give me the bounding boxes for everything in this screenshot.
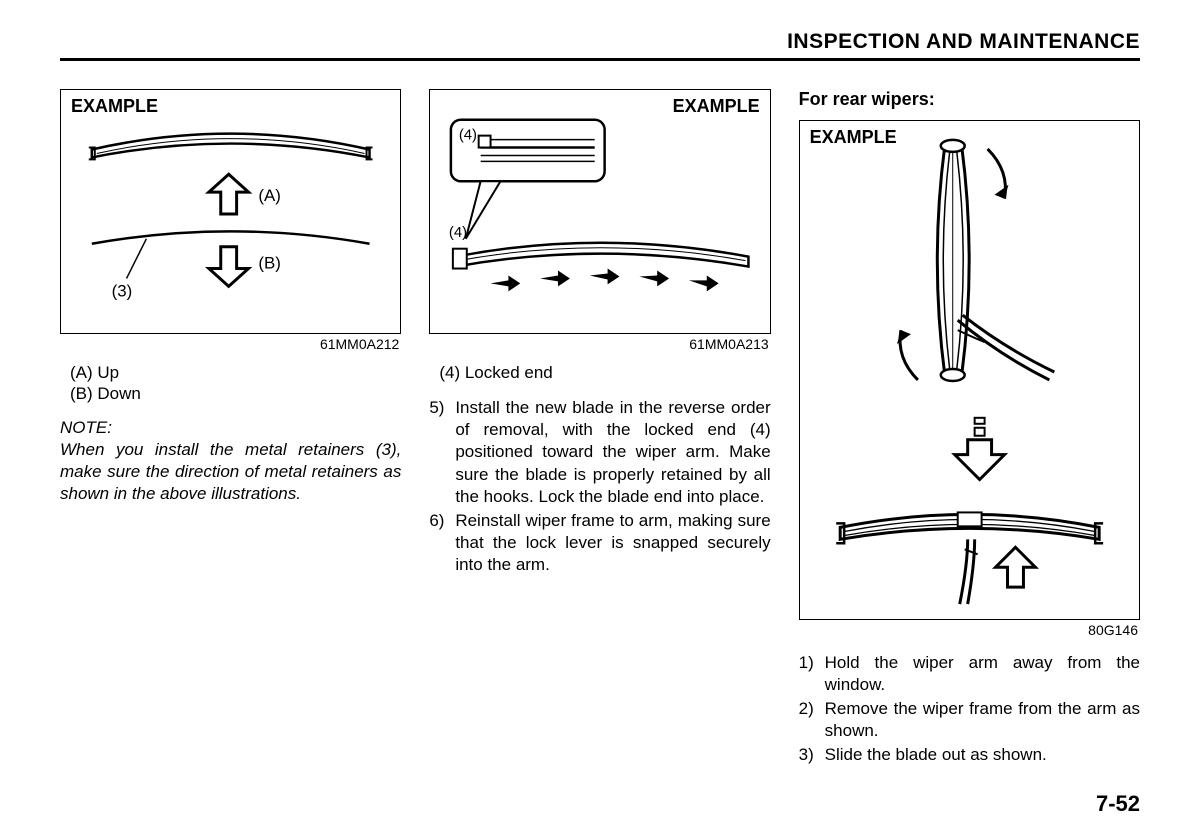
- step-text: Install the new blade in the reverse ord…: [455, 397, 770, 507]
- figure-box-3: EXAMPLE: [799, 120, 1140, 620]
- figure-2-svg: (4) (4): [430, 90, 769, 333]
- step-num: 3): [799, 744, 825, 766]
- step-num: 1): [799, 652, 825, 696]
- step-text: Remove the wiper frame from the arm as s…: [825, 698, 1140, 742]
- figure-code-1: 61MM0A212: [60, 336, 399, 352]
- label-a: (A): [258, 186, 280, 205]
- step-num: 6): [429, 510, 455, 576]
- example-label: EXAMPLE: [71, 96, 158, 117]
- legend-b: (B) Down: [70, 383, 401, 404]
- label-4b: (4): [449, 225, 467, 241]
- step-5: 5) Install the new blade in the reverse …: [429, 397, 770, 507]
- step-text: Hold the wiper arm away from the window.: [825, 652, 1140, 696]
- label-b: (B): [258, 254, 280, 273]
- legend-2: (4) Locked end: [439, 362, 770, 383]
- column-3: For rear wipers: EXAMPLE: [799, 89, 1140, 768]
- label-4a: (4): [459, 128, 477, 144]
- example-label: EXAMPLE: [810, 127, 897, 148]
- column-1: EXAMPLE (A) (3) (B) 61MM0A2: [60, 89, 401, 768]
- content-columns: EXAMPLE (A) (3) (B) 61MM0A2: [60, 89, 1140, 768]
- note-title: NOTE:: [60, 417, 401, 439]
- figure-box-2: EXAMPLE (4) (4): [429, 89, 770, 334]
- step-2: 2) Remove the wiper frame from the arm a…: [799, 698, 1140, 742]
- page-number: 7-52: [1096, 791, 1140, 817]
- page-header-title: INSPECTION AND MAINTENANCE: [60, 30, 1140, 54]
- figure-1-svg: (A) (3) (B): [61, 90, 400, 333]
- step-num: 2): [799, 698, 825, 742]
- note-body: When you install the metal retainers (3)…: [60, 439, 401, 505]
- column-2: EXAMPLE (4) (4): [429, 89, 770, 768]
- legend-1: (A) Up (B) Down: [70, 362, 401, 405]
- steps-col2: 5) Install the new blade in the reverse …: [429, 397, 770, 576]
- rear-wipers-heading: For rear wipers:: [799, 89, 1140, 110]
- figure-3-svg: [800, 121, 1139, 619]
- figure-code-3: 80G146: [799, 622, 1138, 638]
- header-rule: [60, 58, 1140, 61]
- step-text: Reinstall wiper frame to arm, making sur…: [455, 510, 770, 576]
- label-3: (3): [112, 281, 133, 300]
- step-1: 1) Hold the wiper arm away from the wind…: [799, 652, 1140, 696]
- legend-4: (4) Locked end: [439, 362, 770, 383]
- note-block: NOTE: When you install the metal retaine…: [60, 417, 401, 505]
- step-6: 6) Reinstall wiper frame to arm, making …: [429, 510, 770, 576]
- figure-box-1: EXAMPLE (A) (3) (B): [60, 89, 401, 334]
- step-num: 5): [429, 397, 455, 507]
- figure-code-2: 61MM0A213: [429, 336, 768, 352]
- step-text: Slide the blade out as shown.: [825, 744, 1140, 766]
- steps-col3: 1) Hold the wiper arm away from the wind…: [799, 652, 1140, 766]
- example-label: EXAMPLE: [673, 96, 760, 117]
- step-3: 3) Slide the blade out as shown.: [799, 744, 1140, 766]
- legend-a: (A) Up: [70, 362, 401, 383]
